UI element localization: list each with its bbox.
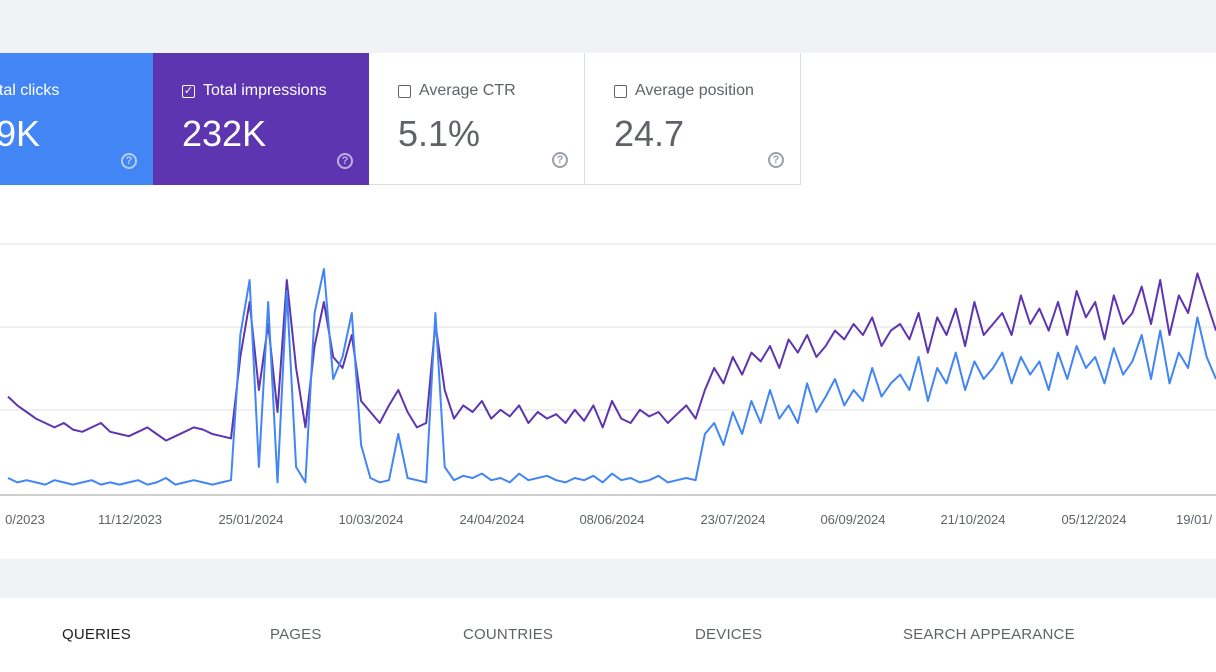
metric-label-row: ✓ Total impressions xyxy=(182,82,327,100)
help-icon[interactable]: ? xyxy=(552,152,568,168)
metric-value-ctr: 5.1% xyxy=(398,113,481,154)
metric-value-clicks: .9K xyxy=(0,113,41,154)
tab-bar: QUERIES PAGES COUNTRIES DEVICES SEARCH APPEA… xyxy=(0,598,1216,672)
metric-label-row: Average position xyxy=(614,82,754,100)
metric-card-total-impressions[interactable]: ✓ Total impressions 232K ? xyxy=(153,53,369,185)
x-tick-label: 0/2023 xyxy=(5,512,45,527)
help-icon[interactable]: ? xyxy=(121,153,137,169)
metric-card-average-ctr[interactable]: Average CTR 5.1% ? xyxy=(369,53,585,185)
metric-card-total-clicks[interactable]: otal clicks .9K ? xyxy=(0,53,153,185)
x-tick-label: 10/03/2024 xyxy=(338,512,403,527)
tab-devices[interactable]: DEVICES xyxy=(695,626,763,643)
x-tick-label: 24/04/2024 xyxy=(459,512,524,527)
checkbox-unchecked-icon[interactable] xyxy=(398,84,411,98)
x-tick-label: 19/01/ xyxy=(1176,512,1213,527)
checkbox-checked-icon[interactable]: ✓ xyxy=(182,84,195,98)
x-tick-label: 06/09/2024 xyxy=(820,512,885,527)
performance-chart[interactable]: 0/2023 11/12/2023 25/01/2024 10/03/2024 24/0… xyxy=(0,185,1216,559)
metrics-strip-background xyxy=(801,53,1216,185)
x-tick-label: 11/12/2023 xyxy=(98,512,162,527)
metric-label-ctr: Average CTR xyxy=(419,82,516,99)
tab-search-appearance[interactable]: SEARCH APPEARANCE xyxy=(903,626,1075,643)
tab-pages[interactable]: PAGES xyxy=(270,626,322,643)
x-tick-label: 25/01/2024 xyxy=(218,512,283,527)
metric-label-clicks: otal clicks xyxy=(0,82,60,99)
metric-label-impressions: Total impressions xyxy=(203,82,327,99)
tab-queries[interactable]: QUERIES xyxy=(62,626,131,643)
tab-countries[interactable]: COUNTRIES xyxy=(463,626,554,643)
metric-value-position: 24.7 xyxy=(614,113,685,154)
x-tick-label: 05/12/2024 xyxy=(1061,512,1126,527)
help-icon[interactable]: ? xyxy=(337,153,353,169)
help-icon[interactable]: ? xyxy=(768,152,784,168)
metric-label-position: Average position xyxy=(635,82,754,99)
x-tick-label: 23/07/2024 xyxy=(700,512,765,527)
checkbox-unchecked-icon[interactable] xyxy=(614,84,627,98)
series-line-impressions xyxy=(7,272,1216,442)
series-line-clicks xyxy=(7,268,1216,486)
metric-value-impressions: 232K xyxy=(182,113,267,154)
metric-card-average-position[interactable]: Average position 24.7 ? xyxy=(585,53,801,185)
metric-label-row: Average CTR xyxy=(398,82,516,100)
x-tick-label: 08/06/2024 xyxy=(579,512,644,527)
chart-canvas[interactable]: 0/2023 11/12/2023 25/01/2024 10/03/2024 24/0… xyxy=(0,185,1216,559)
x-tick-label: 21/10/2024 xyxy=(940,512,1005,527)
